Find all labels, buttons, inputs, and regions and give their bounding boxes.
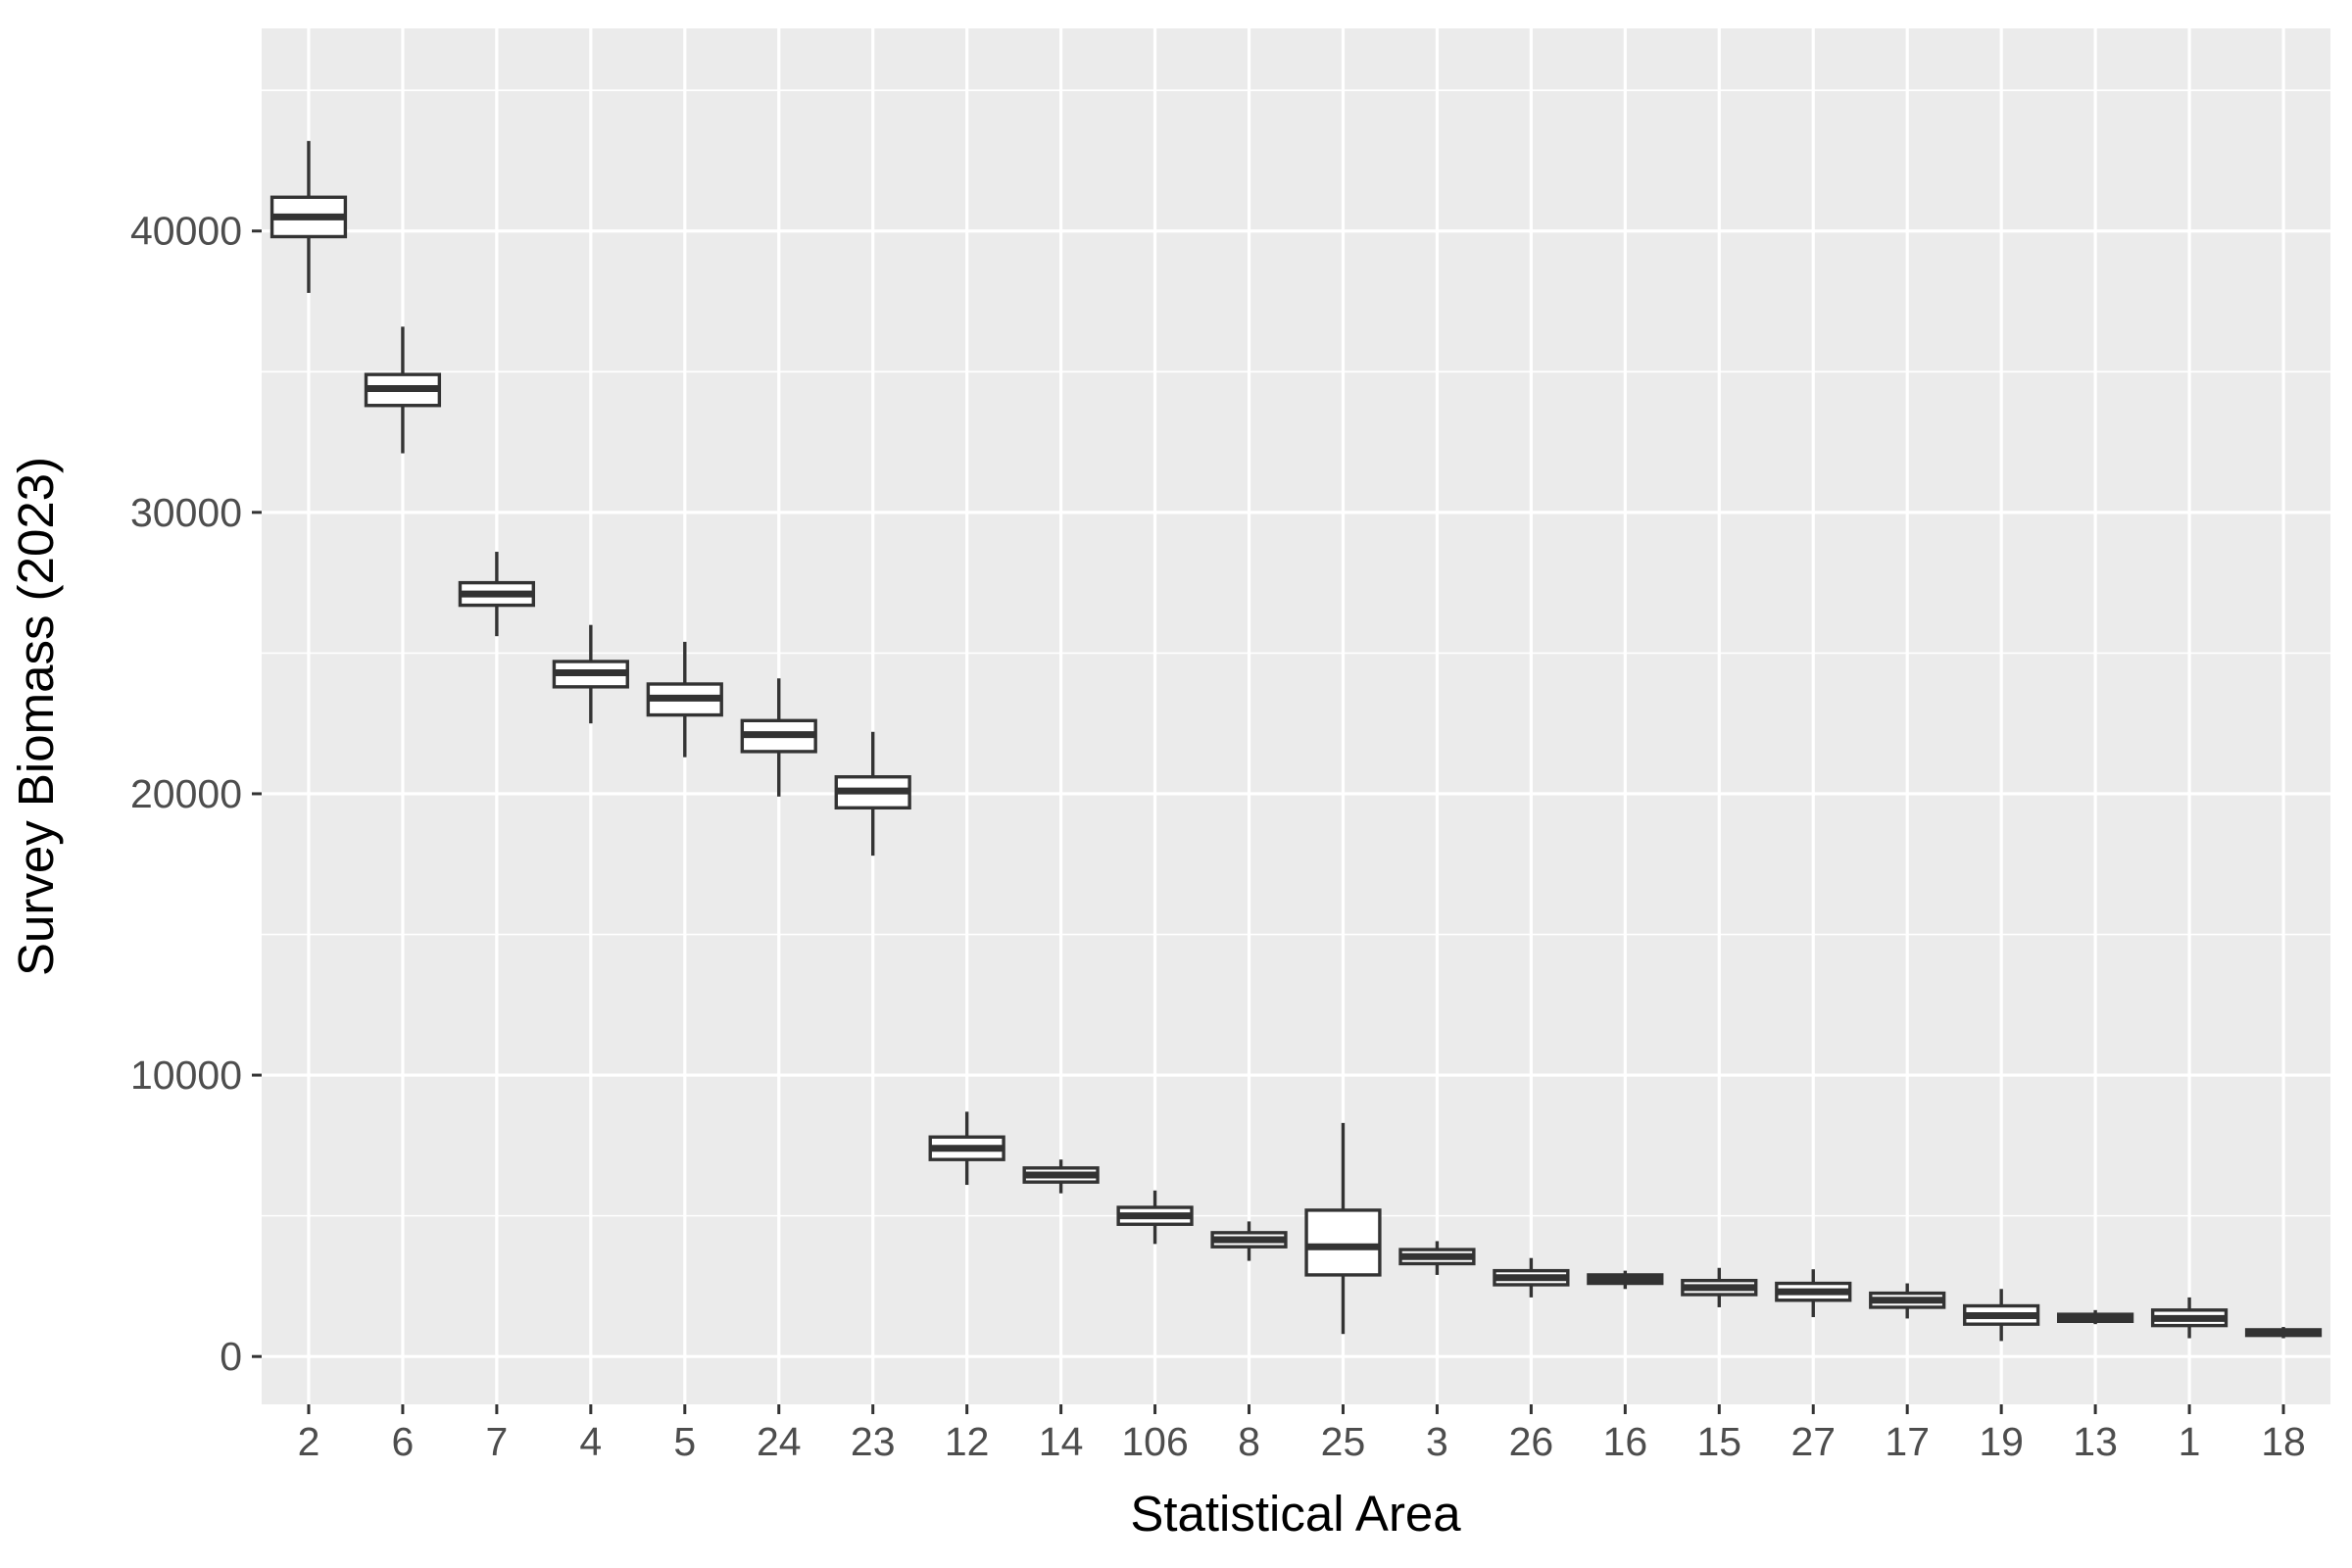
box-series [270, 140, 2323, 1342]
box-6 [364, 326, 442, 454]
x-tick-label: 106 [1121, 1419, 1188, 1464]
x-tick-label: 25 [1321, 1419, 1366, 1464]
box-8 [1210, 1221, 1288, 1261]
box-26 [1493, 1257, 1570, 1298]
x-tick-label: 24 [757, 1419, 802, 1464]
x-tick-label: 17 [1885, 1419, 1930, 1464]
box-15 [1681, 1267, 1758, 1307]
x-tick-label: 13 [2073, 1419, 2118, 1464]
box-body [1304, 1208, 1382, 1277]
x-tick-label: 27 [1790, 1419, 1836, 1464]
box-17 [1869, 1283, 1946, 1319]
y-tick-label: 20000 [130, 771, 242, 816]
box-18 [2244, 1327, 2323, 1339]
box-2 [270, 140, 348, 293]
x-tick-label: 12 [945, 1419, 990, 1464]
x-tick-label: 26 [1509, 1419, 1554, 1464]
y-axis: 0 10000 20000 30000 40000 [130, 209, 262, 1379]
x-tick-label: 2 [298, 1419, 320, 1464]
panel-background [262, 28, 2330, 1404]
box-23 [834, 731, 911, 857]
y-axis-title: Survey Biomass (2023) [8, 457, 64, 976]
box-14 [1022, 1159, 1100, 1194]
x-tick-label: 3 [1426, 1419, 1448, 1464]
box-3 [1398, 1241, 1476, 1275]
x-tick-label: 14 [1039, 1419, 1084, 1464]
x-axis-title: Statistical Area [1130, 1486, 1461, 1542]
x-tick-label: 23 [851, 1419, 896, 1464]
x-tick-label: 15 [1696, 1419, 1741, 1464]
y-tick-label: 30000 [130, 490, 242, 535]
y-tick-label: 10000 [130, 1053, 242, 1098]
box-27 [1775, 1269, 1852, 1317]
x-tick-label: 1 [2179, 1419, 2201, 1464]
x-tick-label: 18 [2261, 1419, 2306, 1464]
x-tick-label: 16 [1603, 1419, 1648, 1464]
x-tick-label: 7 [485, 1419, 508, 1464]
box-12 [928, 1111, 1005, 1186]
box-24 [740, 678, 817, 797]
x-tick-label: 8 [1238, 1419, 1260, 1464]
box-13 [2056, 1309, 2134, 1325]
y-tick-label: 0 [220, 1334, 242, 1379]
box-16 [1587, 1270, 1664, 1290]
y-tick-label: 40000 [130, 209, 242, 254]
box-7 [458, 552, 536, 637]
box-4 [552, 624, 629, 724]
x-tick-label: 5 [673, 1419, 696, 1464]
box-106 [1116, 1190, 1194, 1245]
x-axis: 2 6 7 4 5 24 23 12 14 106 8 25 3 26 16 15 27 17 19 13 1 18 [298, 1404, 2306, 1464]
box-25 [1304, 1122, 1382, 1335]
x-tick-label: 19 [1979, 1419, 2024, 1464]
box-5 [646, 641, 723, 758]
x-tick-label: 4 [579, 1419, 602, 1464]
box-1 [2150, 1297, 2229, 1339]
box-19 [1963, 1289, 2040, 1342]
x-tick-label: 6 [392, 1419, 415, 1464]
